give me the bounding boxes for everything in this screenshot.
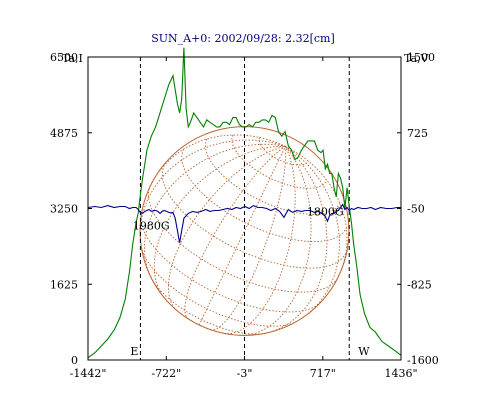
latitude-line [231,134,328,189]
longitude-line [266,145,328,334]
right-tick-label: 725 [407,127,428,140]
longitude-line [242,146,312,336]
field-annotation: 1800G [307,205,344,218]
longitude-line [144,143,286,278]
longitude-line [198,146,286,326]
right-tick-label: -50 [407,203,425,216]
longitude-line [223,146,296,335]
longitude-line [139,139,286,240]
limb-marker-label: E [130,345,138,358]
longitude-line [150,134,286,186]
left-tick-label: 6500 [50,51,78,64]
longitude-line [153,145,286,298]
latitude-line [140,246,297,327]
x-tick-label: 717" [310,367,336,380]
axes: -1442" -722" -3" 717" 1436" 0 1625 3250 4875 6500… [50,51,439,380]
series-line-v [87,203,401,243]
left-tick-label: 1625 [50,278,78,291]
left-tick-label: 0 [71,354,78,367]
left-tick-label: 4875 [50,127,78,140]
x-tick-label: -1442" [70,367,107,380]
right-tick-label: 1500 [407,51,435,64]
left-tick-label: 3250 [50,203,78,216]
longitude-line [285,145,340,319]
longitude-line [168,145,286,312]
annotations: 1980G 1800G [133,205,344,232]
latitude-line [181,149,347,243]
chart-title: SUN_A+0: 2002/09/28: 2.32[cm] [151,32,335,45]
x-tick-label: -3" [237,367,253,380]
right-axis-label: Ta,V [404,52,430,65]
latitude-line [140,215,321,313]
x-tick-label: 1436" [384,367,417,380]
latitude-line [147,185,339,293]
x-tick-label: -722" [151,367,181,380]
field-annotation: 1980G [133,219,170,232]
latitude-line [150,277,267,335]
solar-disk [139,126,350,336]
limb-marker-label: W [358,345,370,358]
series-line-i [87,47,402,359]
longitude-line [184,145,286,320]
right-tick-label: -825 [407,278,432,291]
left-axis-label: Ta,I [62,52,83,65]
latitude-line [258,137,309,166]
longitude-line [210,146,287,331]
series-layer [87,47,402,359]
right-tick-label: -1600 [407,354,439,367]
